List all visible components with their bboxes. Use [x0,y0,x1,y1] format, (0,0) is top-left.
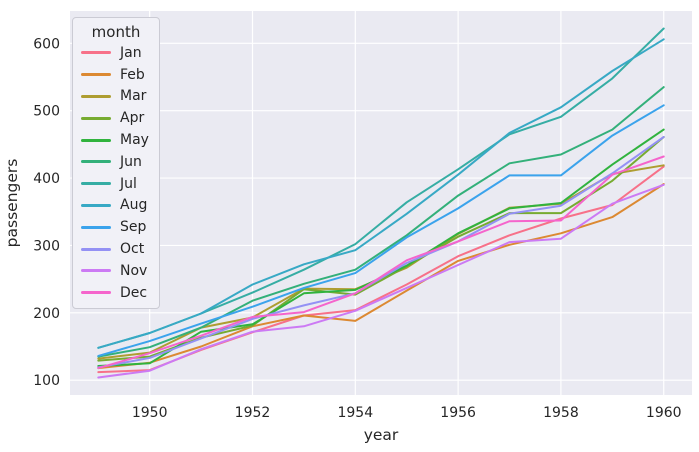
legend-swatch-jul [81,182,111,186]
legend-label: May [120,132,149,149]
legend-swatch-nov [81,269,111,273]
legend-swatch-apr [81,116,111,120]
legend-item-jan: Jan [73,42,159,64]
legend-label: Jun [120,153,142,170]
series-line-dec [97,155,665,370]
legend-swatch-jun [81,160,111,164]
legend-item-apr: Apr [73,107,159,129]
legend-item-jul: Jul [73,173,159,195]
y-tick-label: 100 [33,373,60,389]
legend-items: Jan Feb Mar Apr May Jun Jul Aug Sep Oct Nov Dec [73,42,159,304]
legend-item-oct: Oct [73,238,159,260]
y-tick-label: 200 [33,306,60,322]
legend-swatch-oct [81,247,111,251]
legend-label: Sep [120,219,147,236]
legend-item-aug: Aug [73,195,159,217]
series-line-aug [97,38,665,349]
series-line-nov [97,183,665,379]
legend-swatch-feb [81,73,111,77]
legend: month Jan Feb Mar Apr May Jun Jul Aug Sep Oct Nov D… [72,17,160,309]
legend-label: Aug [120,197,148,214]
legend-swatch-jan [81,51,111,55]
x-tick-label: 1960 [646,405,682,421]
legend-item-nov: Nov [73,260,159,282]
x-tick-label: 1958 [543,405,579,421]
series-line-oct [97,136,665,369]
legend-title: month [91,23,141,41]
y-tick-label: 400 [33,171,60,187]
legend-swatch-may [81,138,111,142]
legend-swatch-mar [81,94,111,98]
legend-label: Jul [120,175,137,192]
legend-item-sep: Sep [73,216,159,238]
legend-item-may: May [73,129,159,151]
legend-item-jun: Jun [73,151,159,173]
legend-label: Dec [120,284,148,301]
legend-item-feb: Feb [73,64,159,86]
legend-label: Apr [120,110,145,127]
series-line-jun [97,86,665,358]
series-line-feb [97,183,665,370]
y-axis-label: passengers [3,159,21,248]
x-tick-label: 1954 [337,405,373,421]
x-axis-label: year [364,426,399,444]
legend-item-mar: Mar [73,86,159,108]
series-line-sep [97,104,665,357]
y-tick-label: 600 [33,36,60,52]
y-tick-label: 300 [33,238,60,254]
x-tick-label: 1952 [235,405,271,421]
legend-swatch-aug [81,203,111,207]
plot-area [70,11,692,395]
y-tick-label: 500 [33,104,60,120]
legend-item-dec: Dec [73,282,159,304]
legend-swatch-sep [81,225,111,229]
legend-label: Oct [120,241,145,258]
legend-label: Feb [120,66,145,83]
legend-label: Mar [120,88,147,105]
x-tick-label: 1956 [440,405,476,421]
legend-label: Jan [120,44,142,61]
legend-swatch-dec [81,291,111,295]
legend-label: Nov [120,262,148,279]
x-tick-label: 1950 [132,405,168,421]
